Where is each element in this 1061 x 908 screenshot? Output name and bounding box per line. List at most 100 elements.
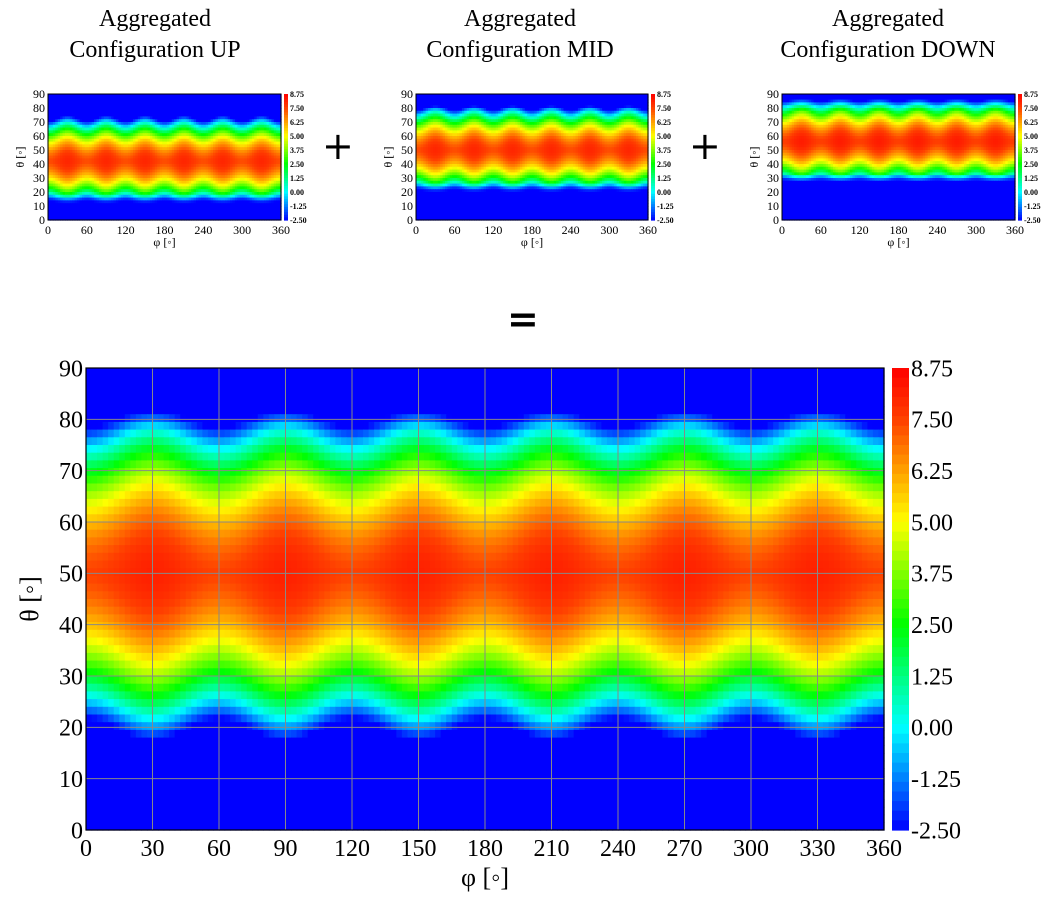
heatmap-cell — [278, 119, 282, 123]
heatmap-cell — [179, 124, 183, 129]
heatmap-cell — [50, 124, 54, 129]
heatmap-cell — [157, 99, 161, 103]
heatmap-cell — [217, 119, 221, 123]
heatmap-cell — [232, 119, 236, 123]
heatmap-cell — [254, 94, 258, 98]
heatmap-cell — [111, 94, 115, 98]
heatmap-cell — [67, 102, 71, 106]
heatmap-cell — [276, 110, 280, 115]
heatmap-cell — [176, 113, 180, 117]
heatmap-cell — [271, 110, 275, 115]
heatmap-cell — [140, 99, 144, 103]
heatmap-cell — [225, 119, 229, 123]
heatmap-cell — [103, 119, 107, 123]
heatmap-cell — [237, 110, 241, 115]
heatmap-cell — [174, 127, 178, 131]
heatmap-cell — [183, 113, 187, 117]
heatmap-cell — [181, 108, 185, 112]
heatmap-cell — [169, 99, 173, 103]
heatmap-cell — [157, 108, 161, 112]
heatmap-cell — [147, 102, 151, 106]
heatmap-cell — [101, 99, 105, 103]
heatmap-cell — [186, 99, 190, 103]
heatmap-cell — [227, 94, 231, 98]
heatmap-cell — [108, 113, 112, 117]
heatmap-cell — [149, 110, 153, 115]
heatmap-cell — [234, 102, 238, 106]
y-tick-label: 40 — [33, 157, 45, 171]
heatmap-cell — [166, 124, 170, 129]
heatmap-cell — [244, 102, 248, 106]
heatmap-cell — [249, 122, 253, 126]
heatmap-cell — [166, 102, 170, 106]
heatmap-cell — [91, 130, 95, 134]
heatmap-cell — [256, 99, 260, 103]
heatmap-cell — [79, 116, 83, 120]
heatmap-cell — [123, 127, 127, 131]
heatmap-cell — [198, 99, 202, 103]
heatmap-cell — [94, 122, 98, 126]
heatmap-cell — [86, 124, 90, 129]
heatmap-cell — [130, 127, 134, 131]
heatmap-cell — [50, 96, 54, 101]
heatmap-cell — [276, 96, 280, 101]
heatmap-cell — [278, 94, 282, 98]
heatmap-cell — [166, 110, 170, 115]
heatmap-cell — [125, 110, 129, 115]
heatmap-cell — [64, 116, 69, 120]
heatmap-cell — [217, 127, 221, 131]
heatmap-cell — [89, 116, 93, 120]
heatmap-cell — [140, 116, 144, 120]
heatmap-cell — [261, 127, 265, 131]
heatmap-cell — [162, 110, 166, 115]
heatmap-cell — [128, 116, 132, 120]
heatmap-cell — [157, 105, 161, 109]
heatmap-cell — [159, 105, 163, 109]
heatmap-cell — [55, 127, 59, 131]
heatmap-cell — [69, 130, 73, 134]
heatmap-cell — [64, 99, 69, 103]
heatmap-cell — [186, 116, 190, 120]
heatmap-cell — [205, 108, 209, 112]
heatmap-cell — [191, 110, 195, 115]
heatmap-cell — [276, 108, 280, 112]
heatmap-cell — [48, 110, 52, 115]
heatmap-cell — [164, 113, 168, 117]
heatmap-cell — [251, 99, 255, 103]
heatmap-cell — [50, 113, 54, 117]
heatmap-cell — [220, 102, 224, 106]
heatmap-cell — [120, 124, 124, 129]
heatmap-cell — [242, 99, 246, 103]
heatmap-cell — [101, 94, 105, 98]
heatmap-cell — [64, 108, 69, 112]
heatmap-cell — [174, 110, 178, 115]
heatmap-cell — [176, 127, 180, 131]
heatmap-cell — [217, 122, 221, 126]
heatmap-cell — [62, 96, 66, 101]
heatmap-cell — [273, 96, 277, 101]
heatmap-cell — [149, 122, 153, 126]
heatmap-cell — [264, 108, 268, 112]
heatmap-cell — [169, 124, 173, 129]
heatmap-cell — [106, 116, 110, 120]
y-tick-label: 90 — [33, 87, 45, 101]
y-tick-label: 10 — [33, 199, 45, 213]
heatmap-cell — [79, 119, 83, 123]
heatmap-cell — [137, 96, 141, 101]
heatmap-cell — [149, 96, 153, 101]
heatmap-cell — [111, 113, 115, 117]
heatmap-cell — [89, 102, 93, 106]
heatmap-cell — [69, 105, 73, 109]
heatmap-cell — [137, 102, 141, 106]
heatmap-cell — [125, 124, 129, 129]
heatmap-cell — [81, 105, 86, 109]
heatmap-cell — [72, 96, 76, 101]
heatmap-cell — [111, 96, 115, 101]
heatmap-cell — [234, 122, 238, 126]
heatmap-cell — [147, 99, 151, 103]
heatmap-cell — [101, 108, 105, 112]
heatmap-cell — [91, 116, 95, 120]
heatmap-cell — [278, 127, 282, 131]
heatmap-cell — [268, 124, 272, 129]
heatmap-cell — [101, 130, 105, 134]
